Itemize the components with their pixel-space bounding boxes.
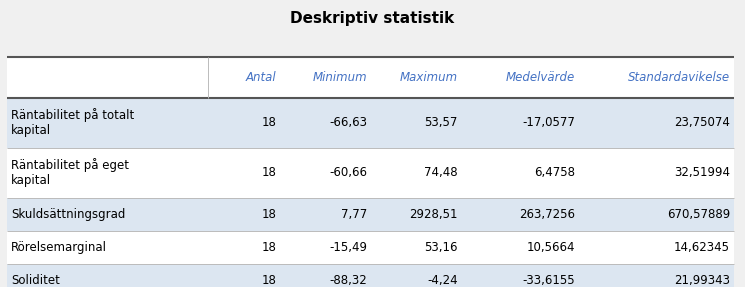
Text: Rörelsemarginal: Rörelsemarginal bbox=[11, 241, 107, 254]
Text: 7,77: 7,77 bbox=[340, 208, 367, 221]
Bar bbox=[7, 148, 734, 198]
Bar bbox=[7, 57, 734, 98]
Bar bbox=[7, 231, 734, 264]
Bar bbox=[7, 198, 734, 231]
Text: Medelvärde: Medelvärde bbox=[506, 71, 575, 84]
Text: 10,5664: 10,5664 bbox=[527, 241, 575, 254]
Text: Maximum: Maximum bbox=[399, 71, 457, 84]
Text: Minimum: Minimum bbox=[312, 71, 367, 84]
Text: -88,32: -88,32 bbox=[329, 274, 367, 287]
Text: 23,75074: 23,75074 bbox=[674, 116, 730, 129]
Text: -15,49: -15,49 bbox=[329, 241, 367, 254]
Text: Soliditet: Soliditet bbox=[11, 274, 60, 287]
Text: Räntabilitet på eget
kapital: Räntabilitet på eget kapital bbox=[11, 158, 129, 187]
Text: 74,48: 74,48 bbox=[424, 166, 457, 179]
Text: Antal: Antal bbox=[246, 71, 276, 84]
Text: 18: 18 bbox=[261, 274, 276, 287]
Bar bbox=[7, 98, 734, 148]
Text: 21,99343: 21,99343 bbox=[674, 274, 730, 287]
Bar bbox=[7, 264, 734, 287]
Text: 53,57: 53,57 bbox=[425, 116, 457, 129]
Text: 14,62345: 14,62345 bbox=[674, 241, 730, 254]
Text: -60,66: -60,66 bbox=[329, 166, 367, 179]
Text: 263,7256: 263,7256 bbox=[519, 208, 575, 221]
Text: 6,4758: 6,4758 bbox=[534, 166, 575, 179]
Text: Räntabilitet på totalt
kapital: Räntabilitet på totalt kapital bbox=[11, 108, 134, 137]
Text: 18: 18 bbox=[261, 208, 276, 221]
Text: 18: 18 bbox=[261, 166, 276, 179]
Text: 18: 18 bbox=[261, 116, 276, 129]
Text: Deskriptiv statistik: Deskriptiv statistik bbox=[291, 11, 454, 26]
Text: 18: 18 bbox=[261, 241, 276, 254]
Text: -4,24: -4,24 bbox=[427, 274, 457, 287]
Text: -17,0577: -17,0577 bbox=[522, 116, 575, 129]
Text: -66,63: -66,63 bbox=[329, 116, 367, 129]
Text: Standardavikelse: Standardavikelse bbox=[628, 71, 730, 84]
Text: Skuldsättningsgrad: Skuldsättningsgrad bbox=[11, 208, 126, 221]
Text: 53,16: 53,16 bbox=[424, 241, 457, 254]
Text: 670,57889: 670,57889 bbox=[667, 208, 730, 221]
Text: -33,6155: -33,6155 bbox=[522, 274, 575, 287]
Text: 2928,51: 2928,51 bbox=[409, 208, 457, 221]
Text: 32,51994: 32,51994 bbox=[674, 166, 730, 179]
